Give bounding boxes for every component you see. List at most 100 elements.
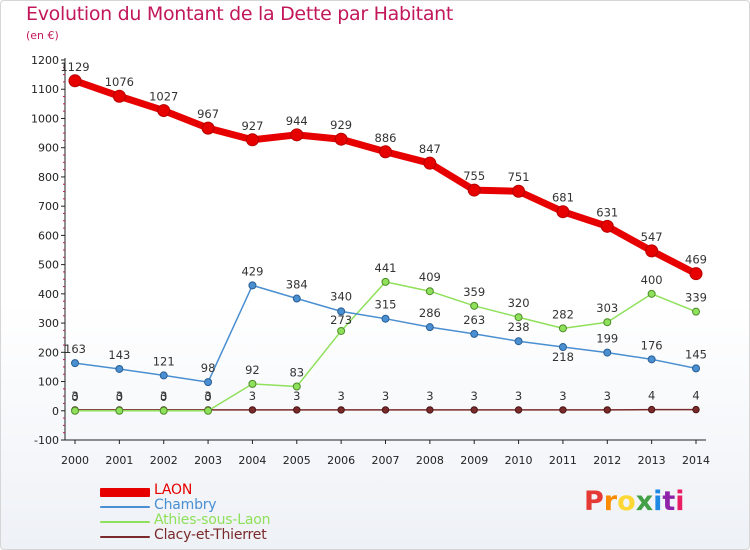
data-label: 400 — [641, 273, 663, 287]
x-tick-label: 2009 — [460, 454, 488, 467]
chart-title: Evolution du Montant de la Dette par Hab… — [26, 3, 454, 25]
data-label: 145 — [685, 347, 707, 361]
data-label: 98 — [201, 361, 216, 375]
x-tick-label: 2014 — [682, 454, 710, 467]
data-label: 3 — [382, 389, 389, 403]
data-label: 0 — [204, 390, 211, 404]
data-label: 847 — [419, 142, 441, 156]
data-label: 4 — [648, 389, 655, 403]
data-label: 1076 — [105, 75, 134, 89]
data-label: 4 — [692, 389, 699, 403]
data-point — [603, 406, 611, 414]
data-point — [334, 132, 348, 146]
data-point — [470, 406, 478, 414]
proxiti-logo: Proxiti — [584, 486, 685, 517]
data-point — [425, 287, 434, 296]
data-label: 967 — [197, 107, 219, 121]
legend-label: Clacy-et-Thierret — [154, 527, 267, 543]
y-tick-label: 800 — [38, 171, 59, 184]
logo-letter: o — [617, 486, 636, 517]
data-label: 176 — [641, 338, 663, 352]
data-point — [514, 313, 523, 322]
data-point — [293, 406, 301, 414]
x-tick-label: 2008 — [416, 454, 444, 467]
data-point — [248, 406, 257, 414]
data-label: 3 — [471, 389, 478, 403]
data-label: 886 — [375, 131, 397, 145]
data-point — [115, 406, 124, 415]
data-label: 83 — [289, 366, 304, 380]
data-point — [71, 406, 79, 415]
legend-label: Athies-sous-Laon — [154, 512, 271, 528]
x-tick-label: 2007 — [372, 454, 400, 467]
data-point — [559, 406, 567, 414]
data-label: 238 — [508, 320, 530, 334]
data-label: 441 — [375, 261, 397, 275]
data-label: 409 — [419, 270, 441, 284]
y-tick-label: 300 — [38, 317, 59, 330]
data-point — [647, 405, 656, 414]
data-point — [647, 289, 656, 298]
data-label: 3 — [515, 389, 522, 403]
x-tick-label: 2011 — [549, 454, 577, 467]
data-point — [204, 378, 213, 387]
y-tick-label: 1200 — [31, 54, 59, 67]
data-label: 1027 — [149, 90, 178, 104]
data-label: 163 — [64, 342, 86, 356]
y-tick-label: 700 — [38, 200, 59, 213]
data-label: 631 — [596, 205, 618, 219]
data-point — [692, 405, 700, 414]
y-tick-label: 600 — [38, 229, 59, 242]
data-label: 339 — [685, 291, 707, 305]
logo-letter: x — [635, 486, 654, 517]
data-point — [292, 294, 301, 303]
data-label: 0 — [116, 390, 123, 404]
data-label: 3 — [204, 389, 211, 403]
data-point — [512, 184, 526, 198]
y-tick-label: 500 — [38, 259, 59, 272]
data-label: 3 — [337, 389, 344, 403]
data-point — [689, 267, 703, 281]
data-label: 3 — [604, 389, 611, 403]
x-tick-label: 2003 — [194, 454, 222, 467]
data-label: 121 — [153, 354, 175, 368]
y-tick-label: 200 — [38, 346, 59, 359]
data-point — [337, 326, 346, 335]
data-label: 384 — [286, 278, 308, 292]
logo-letter: P — [584, 486, 604, 517]
data-point — [692, 307, 700, 316]
data-label: 3 — [160, 389, 167, 403]
data-point — [157, 104, 171, 118]
data-point — [603, 348, 612, 357]
data-point — [115, 364, 124, 373]
data-point — [514, 337, 523, 346]
data-point — [470, 301, 479, 310]
data-label: 340 — [330, 289, 352, 303]
data-label: 681 — [552, 191, 574, 205]
logo-letter: i — [675, 486, 685, 517]
legend-swatch — [100, 521, 150, 523]
data-label: 303 — [596, 301, 618, 315]
x-tick-label: 2004 — [238, 454, 266, 467]
data-point — [337, 406, 345, 414]
y-tick-label: -100 — [34, 434, 59, 447]
data-label: 3 — [71, 389, 78, 403]
series-laon — [68, 74, 703, 281]
y-tick-label: 900 — [38, 142, 59, 155]
y-tick-label: 100 — [38, 376, 59, 389]
x-tick-label: 2006 — [327, 454, 355, 467]
logo-letter: t — [662, 486, 676, 517]
data-label: 944 — [286, 114, 308, 128]
data-label: 3 — [559, 389, 566, 403]
data-point — [470, 329, 479, 338]
data-label: 92 — [245, 363, 260, 377]
chart-subtitle: (en €) — [26, 29, 59, 42]
data-label: 3 — [116, 389, 123, 403]
y-tick-label: 400 — [38, 288, 59, 301]
data-point — [381, 406, 390, 414]
data-label: 286 — [419, 306, 441, 320]
data-point — [425, 323, 434, 332]
y-tick-label: 1100 — [31, 83, 59, 96]
data-point — [71, 359, 79, 368]
data-point — [381, 277, 390, 286]
